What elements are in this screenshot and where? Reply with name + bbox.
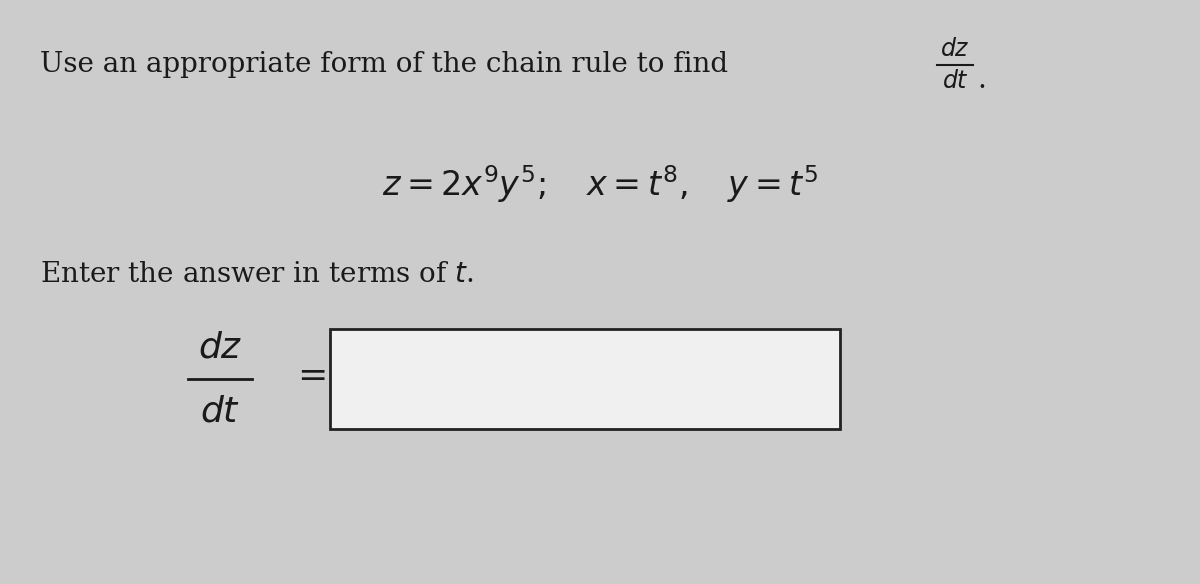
Text: $=$: $=$ bbox=[290, 357, 325, 391]
Text: $dt$: $dt$ bbox=[200, 394, 240, 428]
Text: $dz$: $dz$ bbox=[940, 37, 970, 61]
Text: $dz$: $dz$ bbox=[198, 330, 242, 364]
Text: Enter the answer in terms of $t$.: Enter the answer in terms of $t$. bbox=[40, 260, 474, 287]
Text: Use an appropriate form of the chain rule to find: Use an appropriate form of the chain rul… bbox=[40, 51, 728, 78]
Text: $dt$: $dt$ bbox=[942, 69, 968, 92]
Text: .: . bbox=[977, 68, 986, 95]
FancyBboxPatch shape bbox=[330, 329, 840, 429]
Text: $z = 2x^9y^5;\quad x = t^8,\quad y = t^5$: $z = 2x^9y^5;\quad x = t^8,\quad y = t^5… bbox=[382, 163, 818, 205]
